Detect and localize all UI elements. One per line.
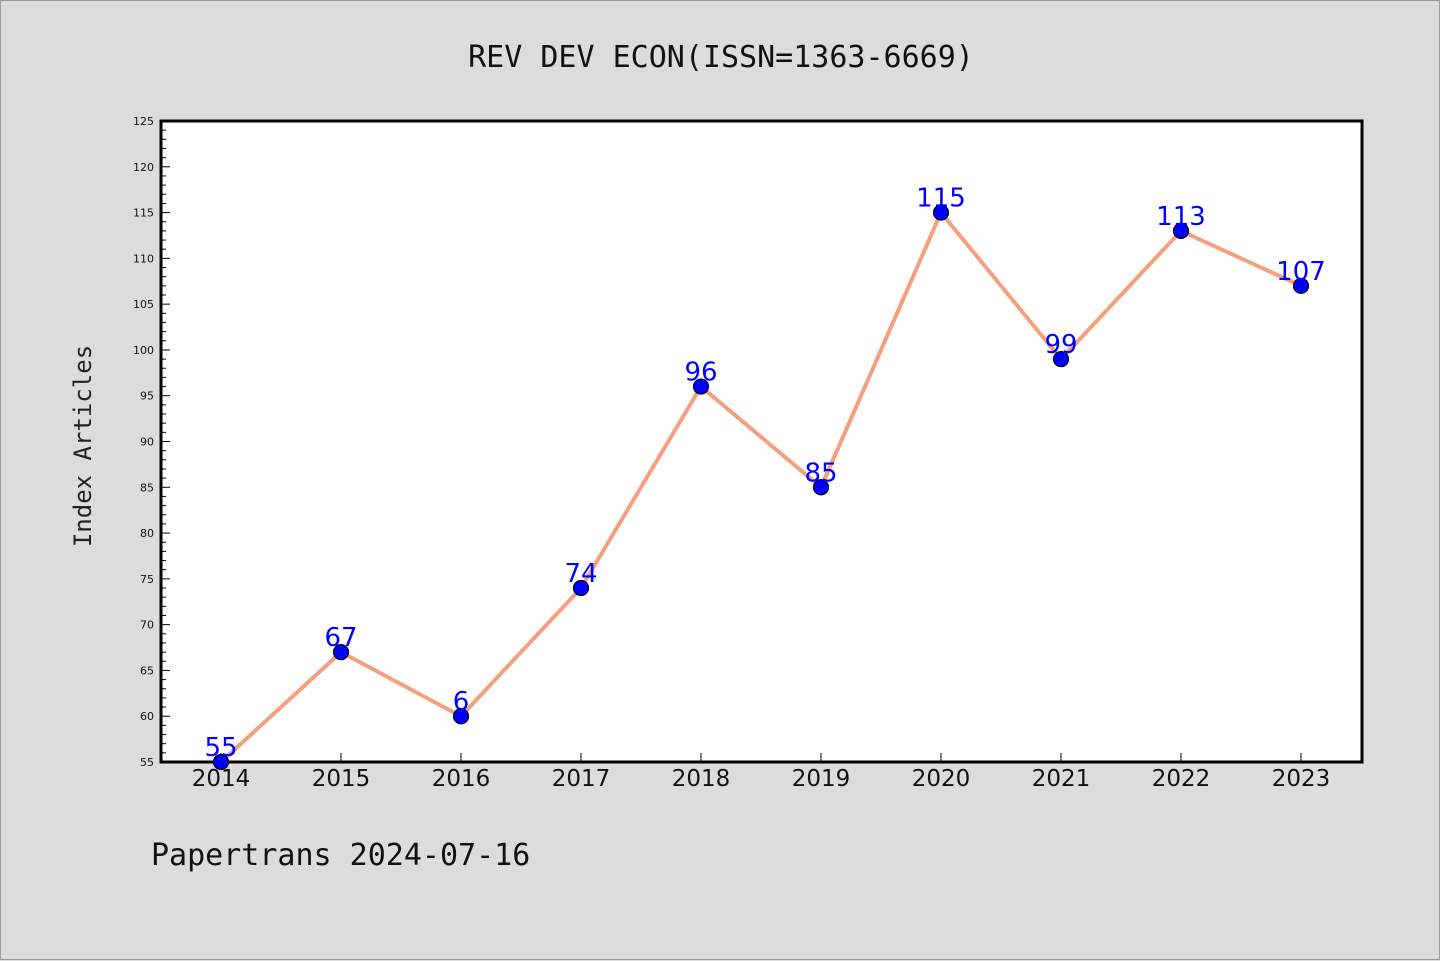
y-tick-label: 65 — [140, 664, 154, 677]
data-point — [1172, 222, 1190, 239]
data-label: 113 — [1156, 202, 1206, 232]
data-label: 107 — [1276, 257, 1326, 287]
y-tick-label: 55 — [140, 756, 154, 769]
data-label: 6 — [453, 687, 470, 717]
data-label: 67 — [324, 623, 357, 653]
x-tick-label: 2018 — [672, 766, 731, 792]
data-point — [812, 479, 830, 496]
y-tick-label: 80 — [140, 527, 154, 540]
y-tick-label: 90 — [140, 436, 154, 449]
data-point — [212, 753, 230, 771]
data-label: 96 — [684, 358, 717, 388]
data-label: 74 — [564, 559, 597, 589]
y-tick-label: 110 — [133, 252, 154, 265]
y-tick-label: 85 — [140, 481, 154, 494]
x-tick-label: 2022 — [1152, 766, 1211, 792]
data-point — [1052, 350, 1070, 368]
x-tick-label: 2016 — [432, 766, 491, 792]
y-tick-label: 120 — [133, 161, 154, 174]
data-point — [332, 644, 350, 661]
series-line — [219, 210, 1302, 764]
data-label: 115 — [916, 184, 966, 214]
y-tick-label: 100 — [133, 344, 154, 357]
y-axis-label: Index Articles — [69, 345, 97, 547]
chart-title: REV DEV ECON(ISSN=1363-6669) — [468, 40, 974, 75]
y-tick-label: 115 — [133, 207, 154, 220]
x-tick-label: 2020 — [912, 766, 971, 792]
x-axis: 2014 2015 2016 2017 2018 2019 2020 2021 2022 2023 — [192, 753, 1331, 792]
data-point — [1292, 277, 1310, 294]
data-point — [572, 579, 590, 597]
plot-area — [159, 119, 1364, 764]
data-point — [692, 378, 710, 395]
data-point — [932, 204, 950, 221]
y-tick-label: 125 — [133, 115, 154, 128]
series-line-group — [212, 204, 1310, 771]
y-axis: 55 60 65 70 75 80 85 90 95 100 105 110 115 120 125 — [133, 115, 170, 769]
x-tick-label: 2023 — [1272, 766, 1331, 792]
y-tick-label: 95 — [140, 390, 154, 403]
data-point — [452, 708, 470, 725]
data-label: 99 — [1044, 330, 1077, 360]
x-tick-label: 2021 — [1032, 766, 1091, 792]
data-label: 85 — [804, 458, 837, 488]
y-tick-label: 60 — [140, 710, 154, 723]
y-tick-label: 75 — [140, 573, 154, 586]
y-tick-label: 70 — [140, 619, 154, 632]
x-tick-label: 2014 — [192, 766, 251, 792]
footer-credit: Papertrans 2024-07-16 — [151, 838, 530, 873]
x-tick-label: 2015 — [312, 766, 371, 792]
data-label: 55 — [204, 733, 237, 763]
x-tick-label: 2019 — [792, 766, 851, 792]
data-labels: 55 67 6 74 96 85 115 99 113 107 — [204, 184, 1325, 763]
x-tick-label: 2017 — [552, 766, 611, 792]
y-tick-label: 105 — [133, 298, 154, 311]
